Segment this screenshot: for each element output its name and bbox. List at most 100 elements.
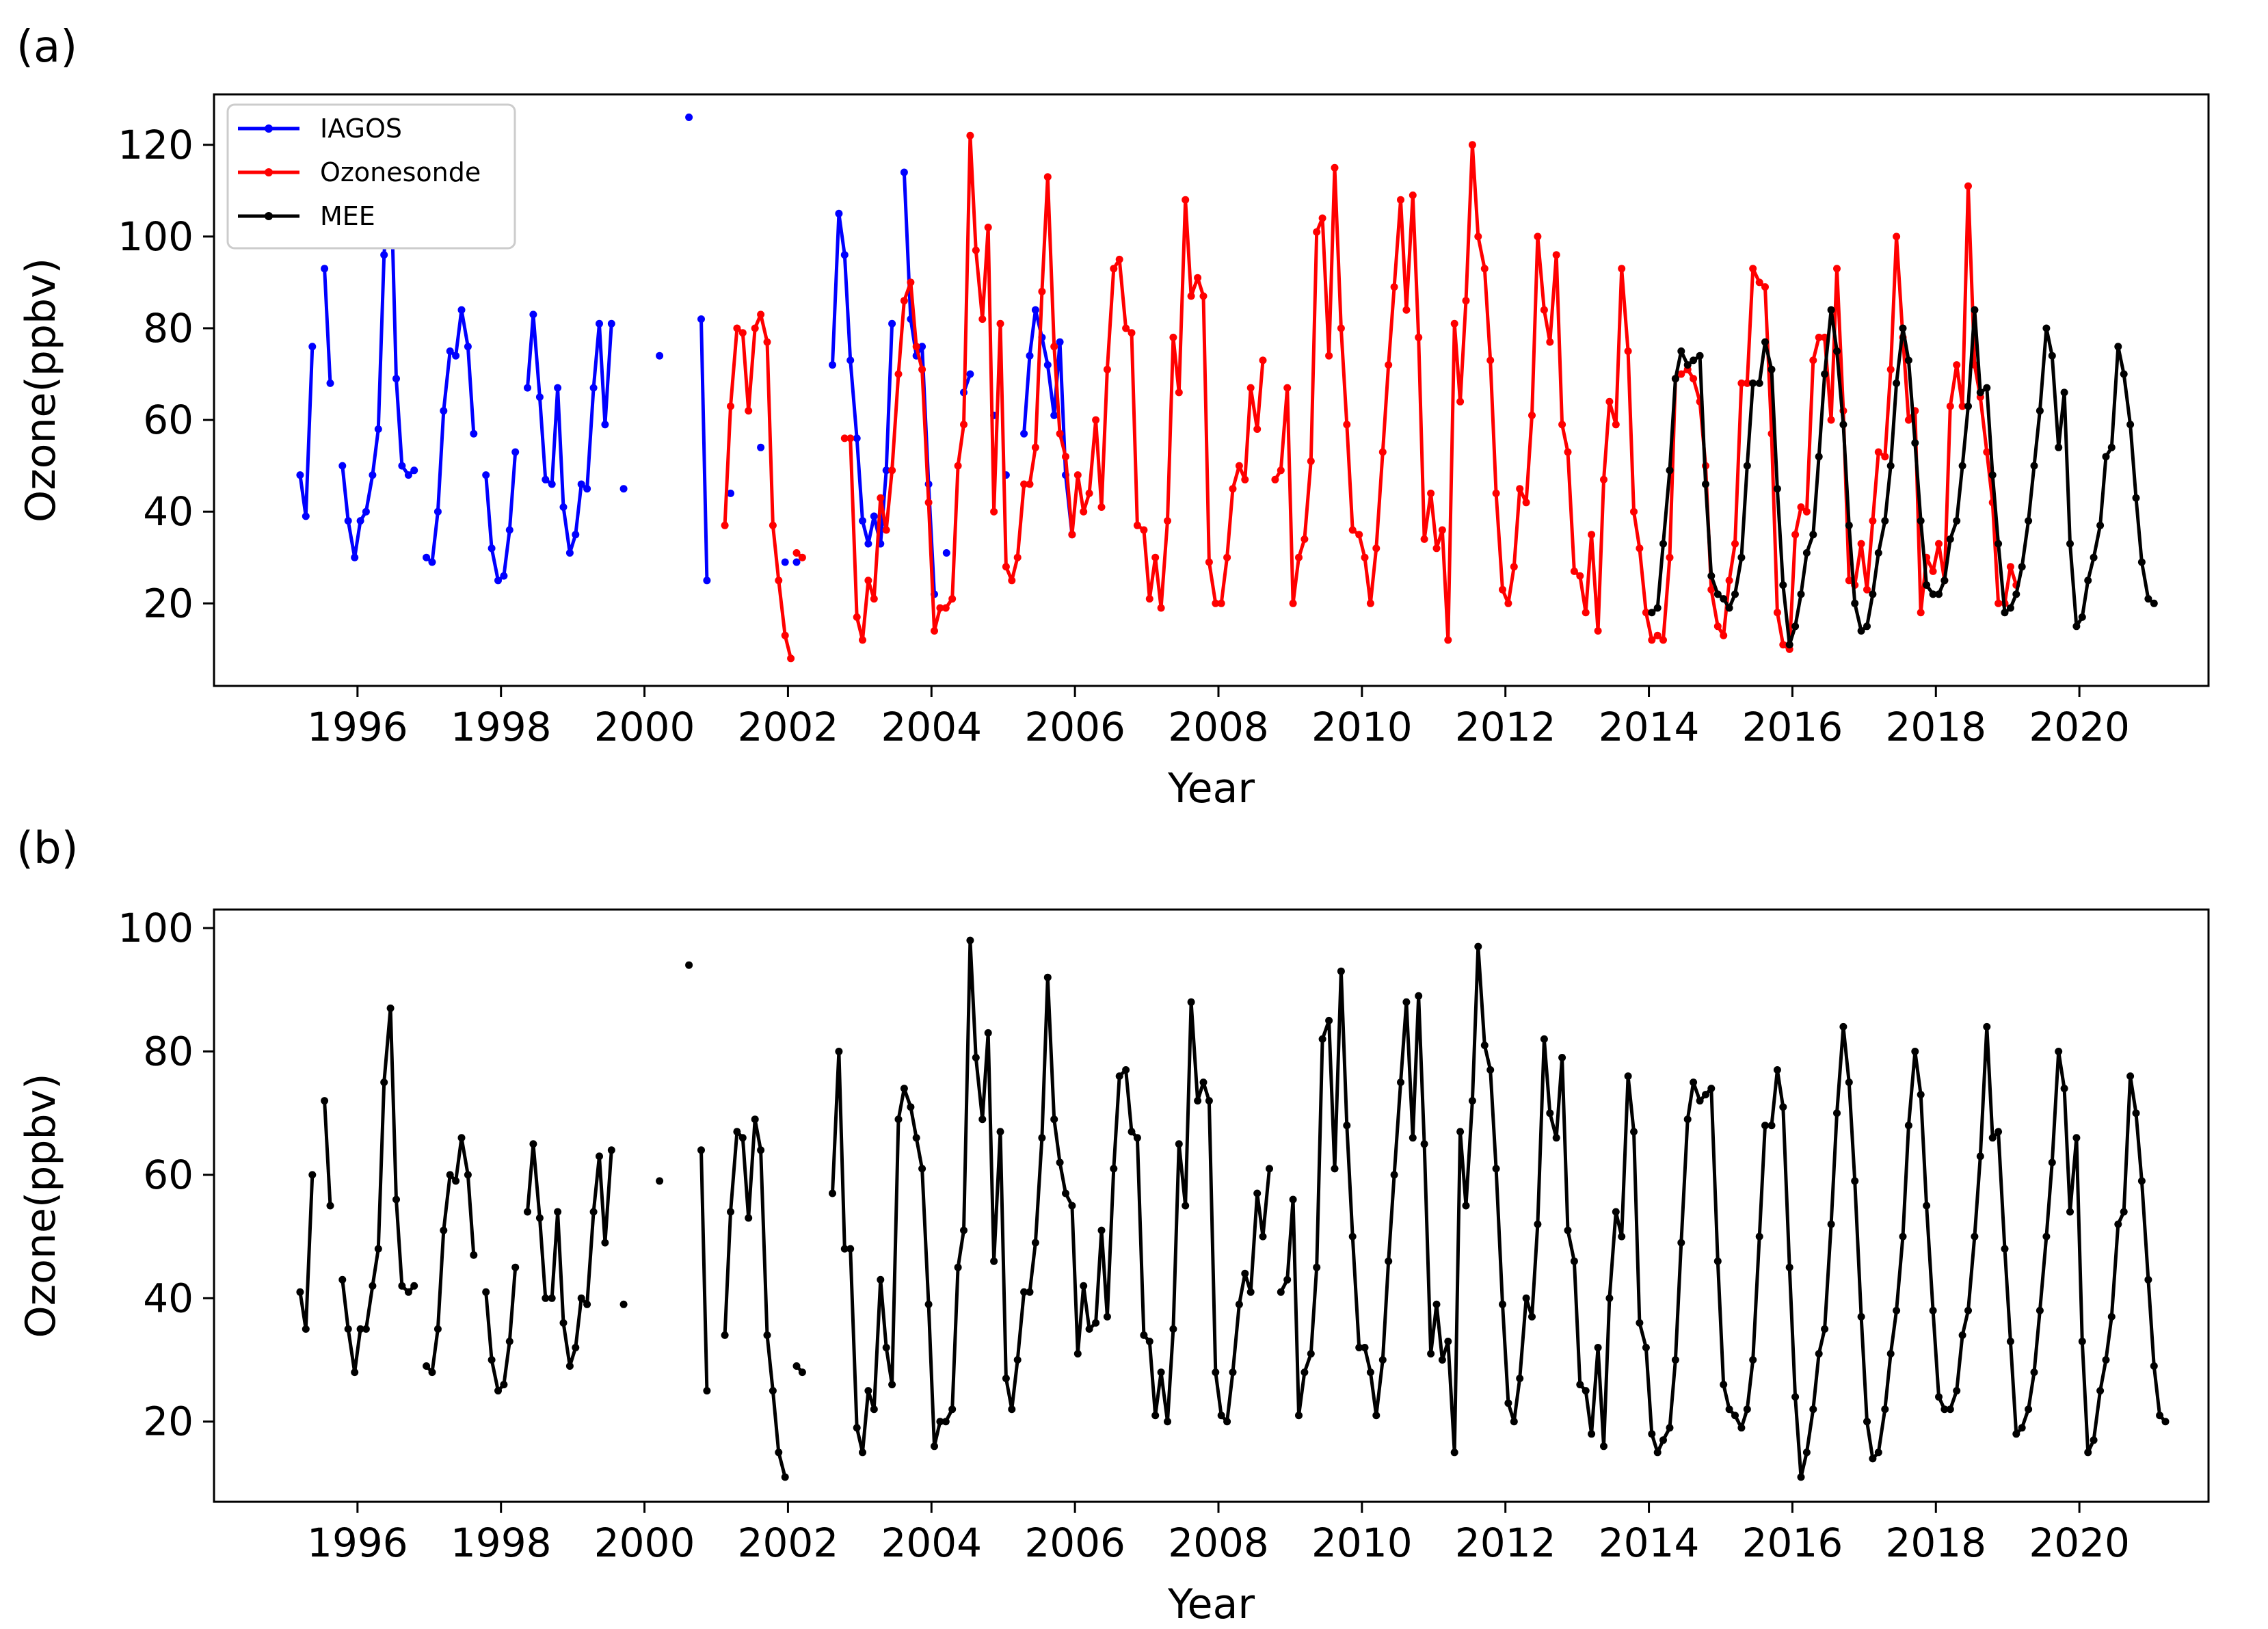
data-point (1863, 1418, 1871, 1426)
data-point (1522, 499, 1530, 507)
data-point (1038, 287, 1046, 295)
data-point (1612, 1208, 1620, 1216)
data-point (978, 315, 987, 323)
data-point (1886, 1350, 1895, 1358)
data-point (846, 356, 855, 365)
data-point (1444, 1338, 1452, 1345)
data-point (524, 384, 531, 392)
x-tick-label: 2002 (738, 704, 839, 750)
data-point (763, 1331, 771, 1339)
data-point (1857, 540, 1865, 548)
data-point (1582, 609, 1590, 617)
data-point (948, 1405, 957, 1414)
data-point (888, 319, 896, 328)
data-point (738, 329, 747, 337)
data-point (619, 485, 628, 493)
data-point (1205, 1097, 1213, 1105)
data-point (1205, 558, 1213, 566)
data-point (1546, 1109, 1554, 1117)
data-point (846, 434, 855, 442)
data-point (931, 1442, 938, 1451)
data-point (2150, 599, 2158, 607)
series-mee (1648, 306, 2158, 649)
data-point (1115, 1072, 1123, 1081)
data-point (751, 1115, 759, 1124)
data-point (1486, 356, 1495, 365)
data-point (1474, 942, 1482, 951)
data-point (1839, 421, 1847, 429)
data-point (1713, 622, 1722, 631)
x-tick-label: 2020 (2029, 704, 2130, 750)
data-point (351, 553, 359, 561)
data-point (1707, 585, 1716, 594)
data-point (733, 1128, 741, 1136)
data-point (1199, 292, 1208, 300)
data-point (1893, 233, 1901, 241)
series-line (323, 1100, 332, 1206)
data-point (1983, 1022, 1991, 1031)
data-point (559, 1319, 568, 1327)
data-point (984, 1029, 992, 1037)
data-point (2090, 1436, 2098, 1444)
data-point (1372, 544, 1380, 553)
data-point (703, 1387, 711, 1395)
data-point (1929, 567, 1937, 575)
data-point (1785, 1263, 1793, 1271)
series-line (723, 313, 793, 659)
data-point (2025, 517, 2033, 525)
data-point (1767, 365, 1776, 373)
data-point (1343, 1122, 1351, 1130)
data-point (548, 1294, 556, 1302)
data-point (1510, 1418, 1518, 1426)
data-point (1486, 1066, 1495, 1074)
data-point (1229, 485, 1237, 493)
data-point (727, 489, 734, 497)
data-point (1073, 471, 1082, 479)
data-point (1217, 1412, 1225, 1420)
data-point (1331, 1165, 1339, 1173)
data-point (1504, 599, 1512, 607)
data-point (1851, 1177, 1859, 1185)
data-point (936, 604, 944, 612)
data-point (1648, 1430, 1656, 1438)
data-point (1307, 457, 1315, 465)
data-point (1522, 1294, 1530, 1302)
data-point (1295, 553, 1303, 561)
data-point (900, 297, 908, 305)
data-point (942, 1418, 950, 1426)
data-point (936, 1418, 944, 1426)
data-point (1062, 1189, 1069, 1197)
data-point (1499, 585, 1506, 594)
series-line (526, 1142, 613, 1368)
data-point (351, 1368, 359, 1377)
data-point (374, 1245, 382, 1253)
data-point (1456, 397, 1465, 406)
x-tick-label: 2002 (738, 1520, 839, 1566)
data-point (894, 370, 903, 378)
data-point (2055, 1048, 2063, 1055)
data-point (1085, 1325, 1093, 1333)
data-point (1899, 1232, 1907, 1241)
data-point (912, 1134, 920, 1142)
data-point (1666, 1424, 1674, 1432)
data-point (1815, 1350, 1823, 1358)
data-point (1630, 1128, 1638, 1136)
data-point (1636, 1319, 1644, 1327)
data-point (1450, 319, 1458, 328)
data-point (1151, 1412, 1160, 1420)
legend-label: MEE (320, 201, 375, 231)
data-point (1259, 356, 1267, 365)
data-point (835, 209, 843, 217)
data-point (1886, 365, 1895, 373)
data-point (1869, 590, 1877, 598)
data-point (1212, 599, 1220, 607)
data-point (423, 1362, 431, 1370)
data-point (1677, 1239, 1685, 1247)
data-point (1558, 1054, 1566, 1061)
data-point (398, 1282, 406, 1290)
data-point (1122, 1066, 1130, 1074)
data-point (1881, 1405, 1889, 1414)
data-point (302, 512, 310, 520)
data-point (721, 1331, 729, 1339)
data-point (1605, 397, 1614, 406)
